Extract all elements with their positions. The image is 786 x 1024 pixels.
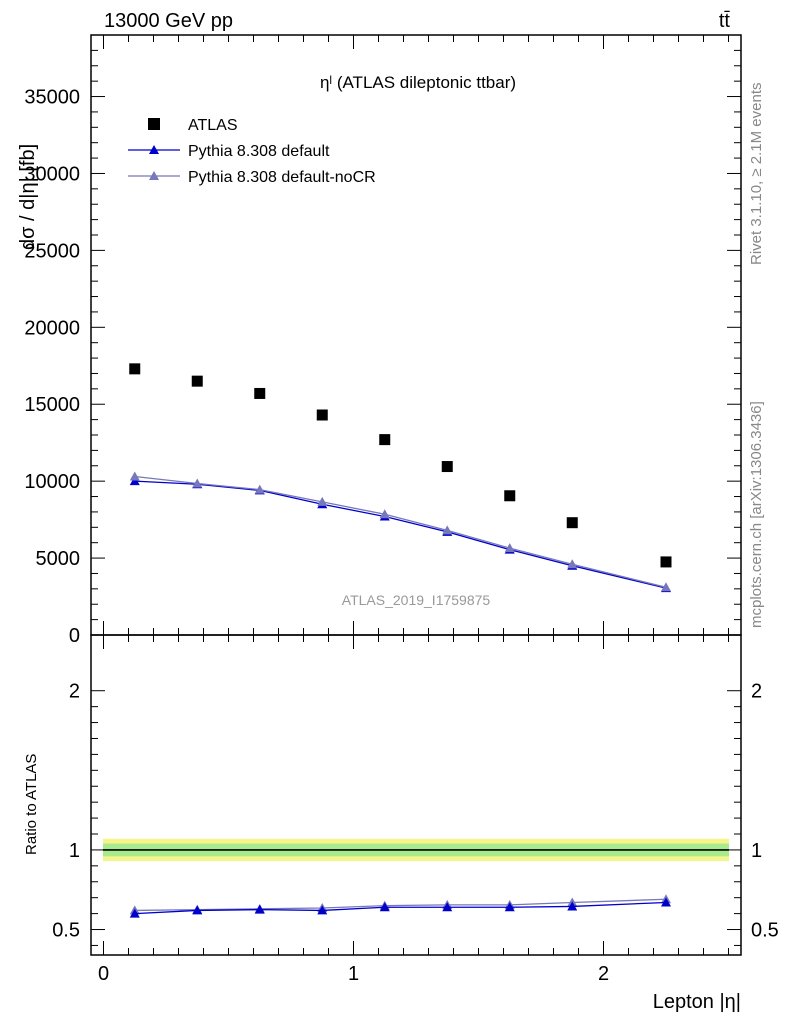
legend-marker-1 bbox=[149, 145, 159, 154]
atlas-data-point bbox=[191, 375, 203, 387]
x-tick-label: 2 bbox=[598, 963, 609, 985]
main-y-axis-label: dσ / d|η| [fb] bbox=[17, 144, 39, 250]
main-y-tick-labels: 0 5000 10000 15000 20000 25000 30000 35000 bbox=[24, 87, 80, 647]
legend-marker-2 bbox=[149, 171, 159, 180]
ratio-series-0-point bbox=[254, 904, 265, 914]
main-y-tick-label: 10000 bbox=[24, 471, 80, 493]
atlas-data-point bbox=[129, 363, 141, 375]
beam-label: 13000 GeV pp bbox=[104, 10, 233, 32]
main-ticks bbox=[91, 35, 741, 636]
legend: ATLAS Pythia 8.308 default Pythia 8.308 de… bbox=[128, 117, 376, 186]
atlas-data-point bbox=[254, 387, 266, 399]
series-2-point bbox=[442, 525, 453, 535]
series-2-point bbox=[661, 582, 671, 592]
ratio-y-tick-label-right: 2 bbox=[751, 681, 762, 703]
main-marks bbox=[129, 363, 672, 593]
analysis-id: ATLAS_2019_I1759875 bbox=[342, 592, 491, 608]
atlas-data-point bbox=[504, 490, 516, 502]
main-series-line-1 bbox=[134, 480, 667, 589]
atlas-data-point bbox=[566, 517, 578, 529]
x-axis-label: Lepton |η| bbox=[653, 991, 741, 1013]
ratio-panel: 0.5 0.5 1 1 2 2 0 1 2 Ratio to ATLAS Lepton |η| bbox=[23, 634, 779, 1013]
main-title: ηˡ (ATLAS dileptonic ttbar) bbox=[320, 73, 516, 92]
ratio-series-line-1 bbox=[134, 898, 667, 912]
main-y-tick-label: 30000 bbox=[24, 163, 80, 185]
atlas-data-point bbox=[379, 434, 391, 446]
atlas-data-point bbox=[441, 461, 453, 473]
legend-marker-0 bbox=[148, 118, 160, 130]
series-2-point bbox=[129, 471, 140, 481]
process-label: tt̄ bbox=[719, 10, 731, 32]
side-label-top: Rivet 3.1.10, ≥ 2.1M events bbox=[748, 83, 765, 266]
legend-label-0: ATLAS bbox=[188, 117, 238, 134]
ratio-tick-labels: 0.5 0.5 1 1 2 2 0 1 2 bbox=[52, 681, 779, 985]
legend-label-2: Pythia 8.308 default-noCR bbox=[188, 169, 376, 186]
main-y-tick-label: 20000 bbox=[24, 317, 80, 339]
ratio-frame bbox=[90, 634, 742, 956]
main-y-tick-label: 0 bbox=[69, 625, 80, 647]
ratio-series-0-point bbox=[129, 908, 140, 918]
main-y-tick-label: 15000 bbox=[24, 394, 80, 416]
series-2-point bbox=[254, 484, 265, 494]
ratio-series-0-point bbox=[379, 902, 390, 912]
series-1-point bbox=[129, 476, 140, 486]
main-series-line-2 bbox=[134, 475, 667, 588]
ratio-band bbox=[103, 838, 729, 862]
atlas-data-point bbox=[660, 556, 672, 568]
side-label-bottom: mcplots.cern.ch [arXiv:1306.3436] bbox=[748, 401, 765, 628]
x-tick-label: 0 bbox=[98, 963, 109, 985]
ratio-series-0-point bbox=[567, 901, 578, 911]
ratio-y-axis-label: Ratio to ATLAS bbox=[23, 754, 40, 855]
ratio-y-tick-label-right: 0.5 bbox=[751, 920, 779, 942]
x-tick-label: 1 bbox=[348, 963, 359, 985]
series-2-point bbox=[317, 496, 328, 506]
main-y-tick-label: 5000 bbox=[36, 548, 81, 570]
legend-label-1: Pythia 8.308 default bbox=[188, 143, 330, 160]
ratio-series-0-point bbox=[192, 905, 203, 915]
ratio-series-0-point bbox=[442, 902, 453, 912]
ratio-y-tick-label: 2 bbox=[69, 681, 80, 703]
series-2-point bbox=[567, 559, 578, 569]
ratio-series-0-point bbox=[661, 897, 671, 907]
atlas-data-point bbox=[316, 409, 328, 421]
main-y-tick-label: 35000 bbox=[24, 87, 80, 109]
ratio-series-0-point bbox=[504, 902, 515, 912]
main-panel: 0 5000 10000 15000 20000 25000 30000 35000 ηˡ (… bbox=[17, 34, 742, 647]
ratio-series-line-0 bbox=[134, 901, 667, 915]
series-2-point bbox=[379, 509, 390, 519]
ratio-marks bbox=[129, 894, 671, 918]
main-y-tick-label: 25000 bbox=[24, 240, 80, 262]
series-2-point bbox=[504, 543, 515, 553]
ratio-y-tick-label: 1 bbox=[69, 840, 80, 862]
series-2-point bbox=[192, 478, 203, 488]
ratio-y-tick-label: 0.5 bbox=[52, 920, 80, 942]
ratio-ticks bbox=[91, 635, 741, 955]
ratio-series-0-point bbox=[317, 905, 328, 915]
ratio-y-tick-label-right: 1 bbox=[751, 840, 762, 862]
